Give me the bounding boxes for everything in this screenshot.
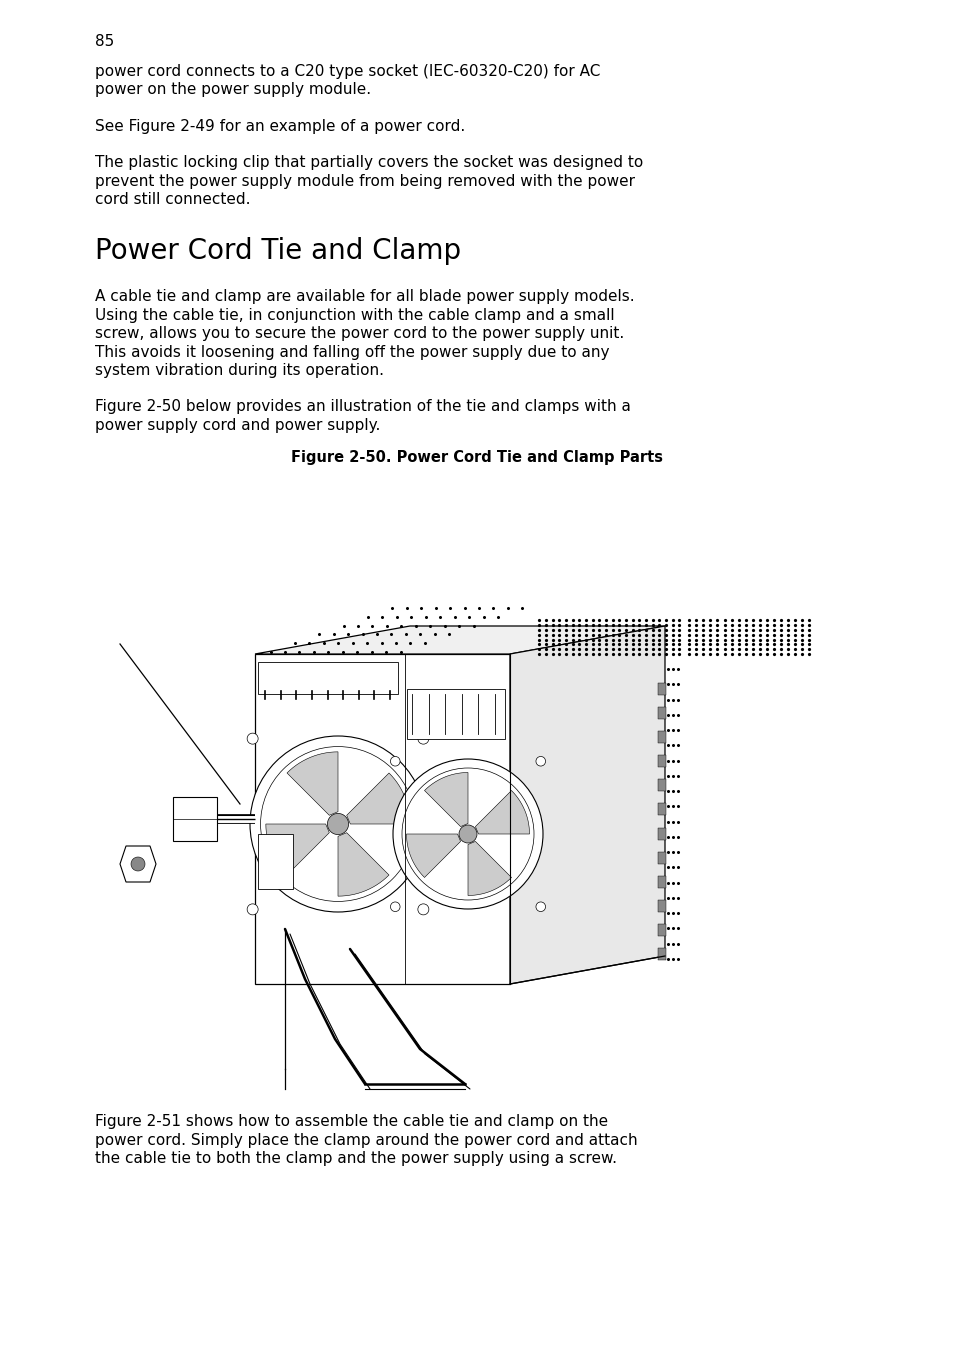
Bar xyxy=(257,663,397,694)
Bar xyxy=(658,876,665,887)
Bar xyxy=(658,924,665,936)
Polygon shape xyxy=(337,832,389,897)
Text: power cord connects to a C20 type socket (IEC-60320-C20) for AC: power cord connects to a C20 type socket… xyxy=(95,64,599,79)
Polygon shape xyxy=(475,790,529,834)
Circle shape xyxy=(393,758,542,909)
Circle shape xyxy=(390,757,399,767)
Text: Figure 2-50 below provides an illustration of the tie and clamps with a: Figure 2-50 below provides an illustrati… xyxy=(95,400,630,415)
Text: Using the cable tie, in conjunction with the cable clamp and a small: Using the cable tie, in conjunction with… xyxy=(95,308,614,323)
Bar xyxy=(658,852,665,864)
Bar xyxy=(658,708,665,719)
Circle shape xyxy=(390,902,399,912)
Bar xyxy=(658,779,665,791)
Circle shape xyxy=(536,902,545,912)
Circle shape xyxy=(327,813,348,835)
Bar xyxy=(658,899,665,912)
Polygon shape xyxy=(424,772,468,827)
Circle shape xyxy=(247,904,258,914)
Polygon shape xyxy=(346,773,410,824)
Text: A cable tie and clamp are available for all blade power supply models.: A cable tie and clamp are available for … xyxy=(95,289,634,304)
Text: prevent the power supply module from being removed with the power: prevent the power supply module from bei… xyxy=(95,174,635,189)
Circle shape xyxy=(247,734,258,745)
Circle shape xyxy=(417,904,429,914)
Bar xyxy=(658,827,665,839)
Text: the cable tie to both the clamp and the power supply using a screw.: the cable tie to both the clamp and the … xyxy=(95,1151,617,1166)
Text: power on the power supply module.: power on the power supply module. xyxy=(95,82,371,97)
Polygon shape xyxy=(406,834,460,878)
Text: screw, allows you to secure the power cord to the power supply unit.: screw, allows you to secure the power co… xyxy=(95,326,623,341)
Polygon shape xyxy=(510,626,664,984)
Text: power supply cord and power supply.: power supply cord and power supply. xyxy=(95,418,380,433)
Polygon shape xyxy=(468,842,511,895)
Bar xyxy=(658,683,665,695)
Bar xyxy=(658,731,665,743)
Text: See Figure 2-49 for an example of a power cord.: See Figure 2-49 for an example of a powe… xyxy=(95,119,465,134)
Text: 85: 85 xyxy=(95,34,114,49)
Text: system vibration during its operation.: system vibration during its operation. xyxy=(95,364,384,378)
Text: cord still connected.: cord still connected. xyxy=(95,193,251,208)
Bar xyxy=(658,804,665,816)
Bar xyxy=(658,756,665,767)
Circle shape xyxy=(458,826,476,843)
Circle shape xyxy=(536,757,545,767)
Text: Figure 2-51 shows how to assemble the cable tie and clamp on the: Figure 2-51 shows how to assemble the ca… xyxy=(95,1114,607,1129)
Circle shape xyxy=(131,857,145,871)
Polygon shape xyxy=(287,752,337,816)
Bar xyxy=(257,834,293,888)
Bar xyxy=(172,797,216,841)
Circle shape xyxy=(417,734,429,745)
Polygon shape xyxy=(266,824,329,875)
Text: This avoids it loosening and falling off the power supply due to any: This avoids it loosening and falling off… xyxy=(95,345,609,360)
Text: The plastic locking clip that partially covers the socket was designed to: The plastic locking clip that partially … xyxy=(95,156,642,171)
Text: Figure 2-50. Power Cord Tie and Clamp Parts: Figure 2-50. Power Cord Tie and Clamp Pa… xyxy=(291,450,662,465)
Bar xyxy=(658,947,665,960)
Polygon shape xyxy=(254,654,510,984)
Bar xyxy=(407,689,504,739)
Text: power cord. Simply place the clamp around the power cord and attach: power cord. Simply place the clamp aroun… xyxy=(95,1132,637,1147)
Text: Power Cord Tie and Clamp: Power Cord Tie and Clamp xyxy=(95,237,460,266)
Circle shape xyxy=(250,737,426,912)
Polygon shape xyxy=(120,846,156,882)
Polygon shape xyxy=(254,626,664,654)
